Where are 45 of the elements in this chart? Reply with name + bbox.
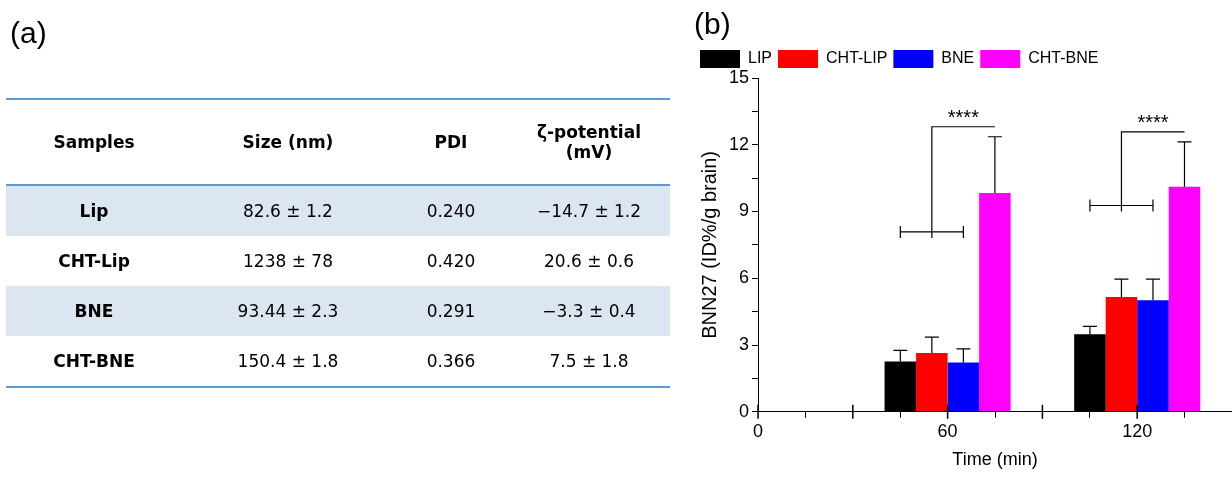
text: Samples: [6, 99, 183, 185]
text: 0.366: [425, 350, 477, 373]
legend-label: CHT-LIP: [826, 49, 888, 67]
text: −3.3 ± 0.4: [508, 286, 670, 336]
bar: [1168, 186, 1201, 412]
text: ζ-potential (mV): [508, 99, 670, 185]
text: −14.7 ± 1.2: [508, 185, 670, 236]
y-tick-label: 15: [728, 66, 750, 87]
text: CHT-BNE: [52, 350, 136, 373]
y-tick-label: 3: [739, 334, 750, 355]
x-tick-label: 60: [937, 420, 958, 441]
text: Size (nm): [182, 99, 394, 185]
y-tick-label: 6: [739, 267, 750, 288]
bar: [979, 193, 1011, 412]
chart-title: (b): [694, 7, 731, 41]
text: 7.5 ± 1.8: [548, 350, 630, 373]
text: CHT-Lip: [57, 250, 131, 273]
x-tick-label: 0: [753, 420, 764, 441]
x-tick-label: 120: [1122, 420, 1153, 441]
bar: [947, 362, 980, 412]
text: (a): [10, 16, 47, 50]
y-tick-label: 12: [728, 133, 750, 154]
text: 150.4 ± 1.8: [236, 350, 340, 373]
legend-label: LIP: [748, 49, 773, 67]
x-axis-title: Time (min): [952, 449, 1038, 470]
text: PDI: [393, 99, 508, 185]
text: Lip: [6, 185, 183, 236]
text: 0.240: [393, 185, 508, 236]
text: 20.6 ± 0.6: [543, 250, 635, 273]
y-axis-title: BNN27 (ID%/g brain): [697, 150, 720, 339]
bar: [1105, 296, 1138, 412]
annotation: ****: [947, 105, 980, 128]
annotation: ****: [1137, 110, 1169, 133]
text: 0.291: [393, 286, 508, 336]
text: 82.6 ± 1.2: [182, 185, 394, 236]
legend-label: CHT-BNE: [1028, 49, 1099, 67]
text: 1238 ± 78: [242, 250, 334, 273]
y-tick-label: 0: [739, 400, 750, 421]
text: BNE: [6, 286, 183, 336]
bar: [1137, 300, 1169, 412]
legend-label: BNE: [941, 49, 975, 67]
bar: [916, 353, 948, 412]
text: 0.420: [425, 250, 477, 273]
text: 93.44 ± 2.3: [182, 286, 394, 336]
y-tick-label: 9: [739, 200, 750, 221]
